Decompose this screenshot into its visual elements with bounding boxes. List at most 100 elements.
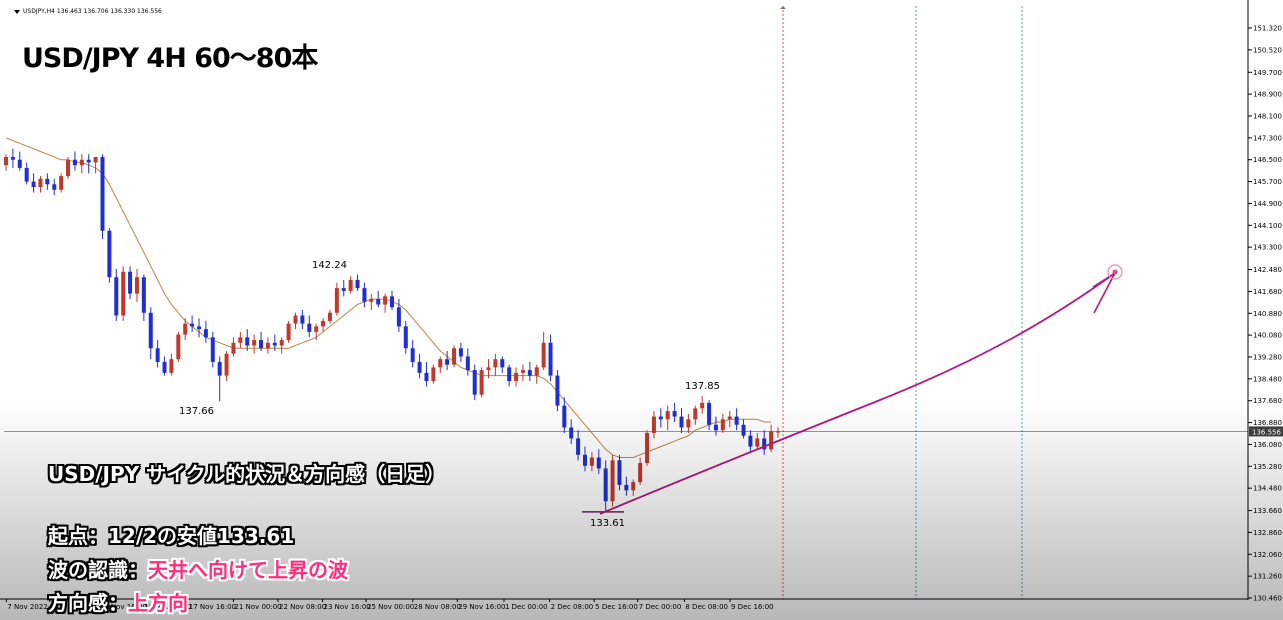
y-tick-label: 140.880 — [1253, 310, 1282, 318]
candle-body — [72, 159, 77, 166]
candle-body — [327, 312, 332, 321]
candle-body — [38, 178, 43, 188]
candle-body — [272, 342, 277, 346]
candle-body — [355, 279, 360, 289]
candle-body — [100, 156, 105, 231]
candle-body — [231, 342, 236, 354]
shift-marker-icon — [780, 6, 786, 9]
candle-body — [162, 361, 167, 373]
candle-body — [479, 370, 484, 395]
candle-body — [472, 370, 477, 395]
candle-body — [245, 337, 250, 346]
candle-body — [45, 178, 50, 185]
candle-body — [396, 307, 401, 327]
price-label-low1: 137.66 — [179, 406, 214, 417]
candle-body — [121, 271, 126, 316]
candle-body — [293, 315, 298, 324]
candle-body — [500, 359, 505, 368]
candle-body — [286, 323, 291, 341]
dropdown-triangle-icon[interactable] — [14, 9, 20, 14]
candle-body — [217, 361, 222, 376]
y-tick-label: 142.480 — [1253, 266, 1282, 274]
candle-body — [114, 277, 119, 316]
candle-body — [321, 320, 326, 327]
annotation-heading: USD/JPY サイクル的状況＆方向感（日足） — [48, 462, 446, 486]
candle-body — [134, 277, 139, 294]
candle-body — [141, 277, 146, 313]
candle-body — [93, 156, 98, 163]
wave-value: 天井へ向けて上昇の波 — [148, 558, 348, 582]
candle-body — [148, 312, 153, 349]
candle-body — [190, 323, 195, 327]
y-tick-label: 144.900 — [1253, 200, 1282, 208]
candle-body — [334, 288, 339, 313]
candle-body — [31, 181, 36, 188]
candle-body — [224, 353, 229, 376]
candle-body — [555, 375, 560, 406]
y-tick-label: 139.280 — [1253, 353, 1282, 361]
candle-body — [252, 340, 257, 346]
annotation-direction: 方向感：上方向 — [48, 587, 188, 616]
y-tick-label: 145.700 — [1253, 178, 1282, 186]
candle-body — [486, 367, 491, 371]
candle-body — [107, 230, 112, 278]
candle-body — [507, 367, 512, 382]
candle-body — [341, 288, 346, 291]
y-tick-label: 150.520 — [1253, 46, 1282, 54]
candle-body — [17, 159, 22, 168]
chart-title: USD/JPY 4H 60～80本 — [22, 43, 318, 74]
candle-body — [238, 337, 243, 343]
y-tick-label: 146.500 — [1253, 156, 1282, 164]
candle-body — [514, 372, 519, 382]
candle-body — [424, 372, 429, 382]
candle-body — [527, 370, 532, 376]
target-circle — [1107, 264, 1123, 280]
price-label-high2: 137.85 — [685, 381, 720, 392]
candle-body — [86, 159, 91, 163]
candle-body — [10, 156, 15, 160]
y-tick-label: 141.680 — [1253, 288, 1282, 296]
price-label-high: 142.24 — [312, 260, 347, 271]
vertical-lines — [780, 6, 1023, 599]
direction-label: 方向感： — [48, 591, 128, 615]
direction-value: 上方向 — [128, 591, 188, 615]
candle-body — [452, 348, 457, 365]
candle-body — [417, 361, 422, 373]
candle-body — [52, 184, 57, 190]
candle-body — [4, 156, 8, 166]
candle-body — [300, 315, 305, 324]
candle-body — [197, 326, 201, 330]
candle-body — [183, 323, 188, 335]
price-label-low2: 133.61 — [590, 518, 625, 529]
candle-body — [66, 159, 71, 177]
target-dot — [1112, 269, 1118, 275]
candle-body — [458, 348, 463, 357]
y-tick-label: 149.700 — [1253, 69, 1282, 77]
candle-body — [155, 348, 160, 362]
y-tick-label: 140.080 — [1253, 332, 1282, 340]
candle-body — [307, 323, 312, 332]
bottom-shade — [0, 400, 1283, 620]
candle-body — [128, 271, 133, 294]
candle-body — [493, 359, 498, 368]
y-tick-label: 147.300 — [1253, 134, 1282, 142]
candle-body — [314, 326, 319, 332]
candle-body — [79, 159, 84, 166]
candle-body — [210, 337, 215, 362]
candle-body — [203, 329, 208, 338]
candle-body — [376, 299, 381, 305]
wave-label: 波の認識： — [48, 558, 148, 582]
symbol-header: USDJPY,H4 136.463 136.706 136.330 136.55… — [14, 8, 162, 15]
y-tick-label: 144.100 — [1253, 222, 1282, 230]
y-tick-label: 138.480 — [1253, 375, 1282, 383]
candle-body — [438, 359, 443, 368]
candle-body — [548, 342, 553, 376]
candle-body — [431, 367, 436, 382]
candle-body — [410, 348, 415, 362]
candle-body — [445, 359, 450, 365]
y-tick-label: 148.900 — [1253, 91, 1282, 99]
annotation-wave: 波の認識：天井へ向けて上昇の波 — [48, 554, 348, 583]
y-tick-label: 151.320 — [1253, 25, 1282, 33]
